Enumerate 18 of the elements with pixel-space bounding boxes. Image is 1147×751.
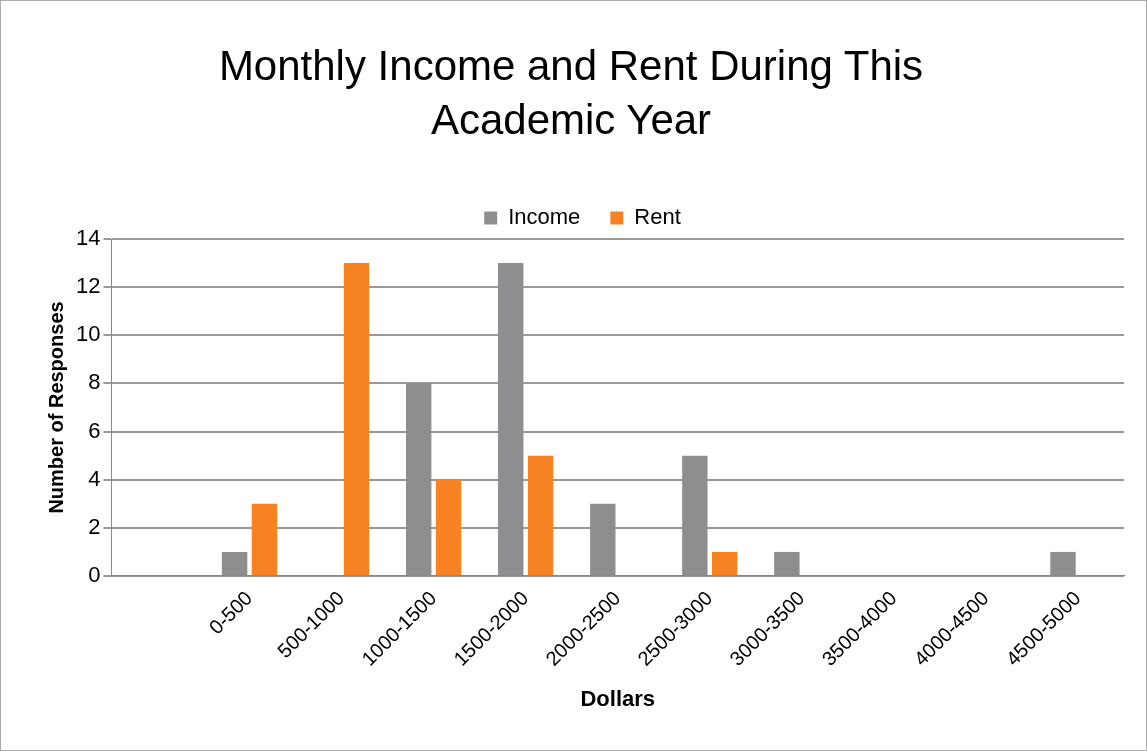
y-tick-label: 10 xyxy=(75,321,101,347)
bar xyxy=(343,263,370,575)
bar xyxy=(435,479,462,575)
y-tick-label: 12 xyxy=(75,273,101,299)
y-tick-label: 0 xyxy=(88,562,101,588)
y-tick-label: 4 xyxy=(88,465,101,491)
legend-label: Rent xyxy=(634,204,681,230)
y-tick-label: 14 xyxy=(75,225,101,251)
x-axis-title: Dollars xyxy=(580,685,656,711)
bar xyxy=(251,503,278,575)
y-tick-label: 6 xyxy=(88,417,101,443)
chart-title: Monthly Income and Rent During This Academic Year xyxy=(217,41,925,145)
bar xyxy=(712,551,738,575)
legend-label: Income xyxy=(508,204,581,230)
y-axis-title: Number of Responses xyxy=(44,301,67,514)
bar xyxy=(527,455,554,575)
y-tick-label: 2 xyxy=(88,513,101,539)
y-tick-label: 8 xyxy=(88,369,101,395)
